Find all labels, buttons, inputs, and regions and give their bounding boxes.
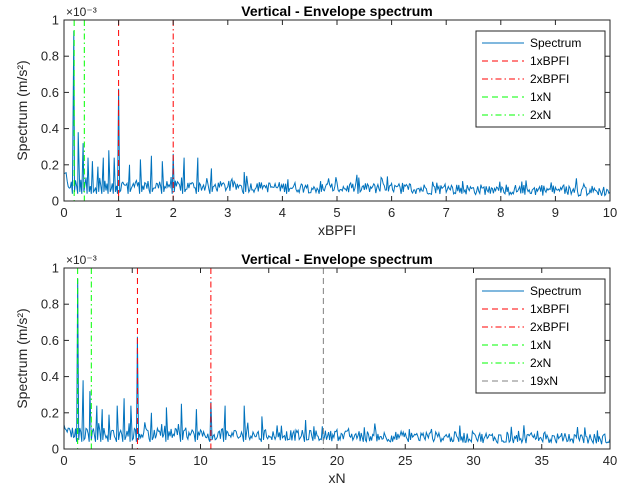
x-axis-label: xBPFI [318, 222, 356, 238]
x-tick-label: 9 [552, 205, 559, 220]
y-tick-label: 0.8 [41, 297, 59, 312]
x-tick-label: 1 [115, 205, 122, 220]
x-tick-label: 20 [330, 453, 344, 468]
legend-label: 1xN [530, 338, 551, 352]
chart-2: 0 5 10 15 20 25 30 35 40 0 0.2 0.4 0.6 0.8 1 ×10⁻³ Verti… [14, 251, 617, 486]
x-tick-label: 4 [279, 205, 286, 220]
chart-title: Vertical - Envelope spectrum [241, 251, 432, 267]
legend-label: Spectrum [530, 36, 581, 50]
y-tick-label: 1 [52, 13, 59, 28]
x-tick-label: 15 [262, 453, 276, 468]
legend-label: 2xBPFI [530, 72, 569, 86]
y-tick-label: 0.4 [41, 369, 59, 384]
legend: Spectrum 1xBPFI 2xBPFI 1xN 2xN [475, 30, 606, 128]
y-tick-label: 1 [52, 261, 59, 276]
y-exponent-label: ×10⁻³ [66, 5, 97, 19]
x-tick-label: 10 [603, 205, 617, 220]
legend-label: Spectrum [530, 284, 581, 298]
x-tick-label: 2 [170, 205, 177, 220]
y-tick-label: 0.6 [41, 333, 59, 348]
x-tick-label: 40 [603, 453, 617, 468]
y-tick-label: 0.2 [41, 405, 59, 420]
legend-label: 2xBPFI [530, 320, 569, 334]
spectrum-line [64, 278, 610, 445]
y-tick-label: 0.6 [41, 85, 59, 100]
x-tick-label: 5 [129, 453, 136, 468]
y-tick-label: 0.8 [41, 49, 59, 64]
x-tick-label: 25 [398, 453, 412, 468]
spectrum-line [64, 30, 610, 198]
legend-box [475, 278, 606, 394]
x-tick-label: 3 [224, 205, 231, 220]
x-tick-label: 8 [497, 205, 504, 220]
x-tick-label: 0 [60, 205, 67, 220]
x-tick-label: 30 [466, 453, 480, 468]
legend-label: 1xN [530, 90, 551, 104]
y-tick-label: 0.2 [41, 157, 59, 172]
legend-label: 1xBPFI [530, 54, 569, 68]
chart-1: 0 1 2 3 4 5 6 7 8 9 10 0 0.2 0.4 0.6 0.8 1 ×10⁻³ Vertical … [14, 3, 617, 238]
x-axis-label: xN [328, 470, 345, 486]
y-axis-label: Spectrum (m/s²) [14, 60, 30, 160]
legend-label: 19xN [530, 374, 558, 388]
y-tick-label: 0.4 [41, 121, 59, 136]
x-tick-label: 35 [535, 453, 549, 468]
chart-title: Vertical - Envelope spectrum [241, 3, 432, 19]
x-tick-label: 7 [443, 205, 450, 220]
x-tick-label: 6 [388, 205, 395, 220]
legend: Spectrum 1xBPFI 2xBPFI 1xN 2xN 19xN [475, 278, 606, 394]
y-exponent-label: ×10⁻³ [66, 253, 97, 267]
x-tick-label: 10 [193, 453, 207, 468]
legend-label: 1xBPFI [530, 302, 569, 316]
x-tick-label: 5 [333, 205, 340, 220]
y-axis-label: Spectrum (m/s²) [14, 308, 30, 408]
legend-label: 2xN [530, 108, 551, 122]
x-tick-label: 0 [60, 453, 67, 468]
y-tick-label: 0 [52, 194, 59, 209]
y-tick-label: 0 [52, 442, 59, 457]
legend-label: 2xN [530, 356, 551, 370]
